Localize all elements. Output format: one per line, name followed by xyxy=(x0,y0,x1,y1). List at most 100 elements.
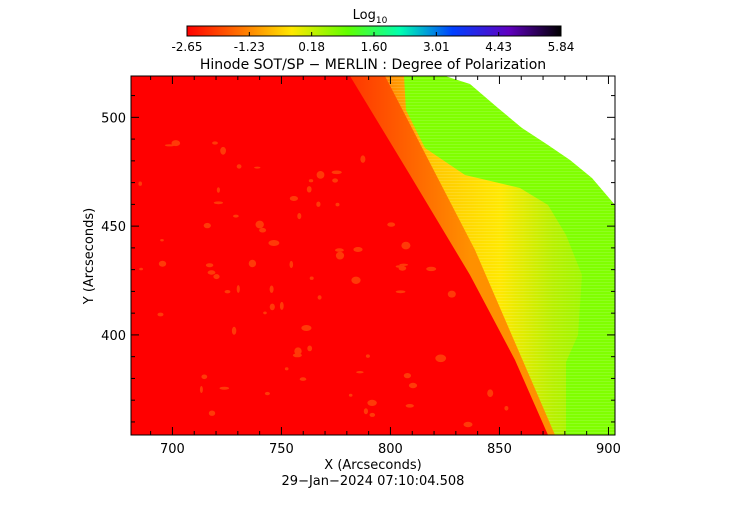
bright-feature xyxy=(299,377,307,381)
bright-feature xyxy=(360,155,366,163)
bright-feature xyxy=(399,263,409,266)
bright-feature xyxy=(205,263,214,268)
x-axis-ticks: 700 750 800 850 900 xyxy=(150,76,621,457)
bright-feature xyxy=(289,196,298,201)
colorbar-tick-label: 3.01 xyxy=(423,40,450,54)
bright-feature xyxy=(395,290,406,294)
bright-feature xyxy=(264,391,270,396)
x-tick-label: 800 xyxy=(378,442,403,457)
colorbar-tick-label: 4.43 xyxy=(485,40,512,54)
bright-feature xyxy=(297,213,302,220)
colorbar-ticks: -2.65 -1.23 0.18 1.60 3.01 4.43 5.84 xyxy=(171,32,574,54)
disk-bright-features xyxy=(138,140,509,428)
bright-feature xyxy=(401,241,411,250)
bright-feature xyxy=(363,408,368,415)
x-tick-label: 750 xyxy=(269,442,294,457)
bright-feature xyxy=(268,240,280,246)
bright-feature xyxy=(306,186,312,193)
bright-feature xyxy=(263,311,267,315)
bright-feature xyxy=(301,325,312,331)
bright-feature xyxy=(236,285,240,293)
bright-feature xyxy=(387,222,396,227)
bright-feature xyxy=(335,202,340,207)
bright-feature xyxy=(207,270,216,275)
bright-feature xyxy=(332,178,338,183)
bright-feature xyxy=(335,251,345,260)
bright-feature xyxy=(160,239,164,242)
bright-feature xyxy=(201,374,208,380)
bright-feature xyxy=(351,276,361,284)
colorbar-label: Log10 xyxy=(353,8,388,26)
bright-feature xyxy=(309,276,314,280)
bright-feature xyxy=(203,222,211,229)
bright-feature xyxy=(316,171,325,179)
bright-feature xyxy=(219,386,230,390)
y-tick-label: 400 xyxy=(101,329,126,344)
colorbar: Log10 -2.65 -1.23 0.18 1.60 3.01 4.43 5.84 xyxy=(171,8,574,54)
bright-feature xyxy=(348,393,353,397)
bright-feature xyxy=(231,326,237,335)
bright-feature xyxy=(158,260,167,267)
bright-feature xyxy=(367,399,377,406)
bright-feature xyxy=(395,265,403,268)
colorbar-tick-label: 1.60 xyxy=(361,40,388,54)
bright-feature xyxy=(139,267,144,271)
bright-feature xyxy=(426,266,437,272)
bright-feature xyxy=(447,290,456,298)
x-tick-label: 700 xyxy=(160,442,185,457)
timestamp: 29−Jan−2024 07:10:04.508 xyxy=(282,474,465,489)
bright-feature xyxy=(208,410,216,416)
heatmap-image xyxy=(131,76,615,435)
bright-feature xyxy=(269,303,275,311)
plot-frame xyxy=(130,75,616,436)
colorbar-tick-label: -1.23 xyxy=(234,40,265,54)
bright-feature xyxy=(356,371,364,374)
bright-feature xyxy=(335,248,344,252)
x-tick-label: 900 xyxy=(596,442,621,457)
bright-feature xyxy=(316,201,321,207)
bright-feature xyxy=(289,260,294,269)
y-tick-label: 450 xyxy=(101,220,126,235)
bright-feature xyxy=(504,406,509,411)
bright-feature xyxy=(405,404,414,408)
bright-feature xyxy=(212,141,218,145)
y-axis-label: Y (Arcseconds) xyxy=(82,208,97,305)
y-axis-ticks: 400 450 500 xyxy=(101,95,615,423)
bright-feature xyxy=(307,345,313,352)
bright-feature xyxy=(487,389,494,398)
bright-feature xyxy=(157,312,164,317)
bright-feature xyxy=(171,140,181,147)
bright-feature xyxy=(365,354,370,358)
bright-feature xyxy=(216,187,220,193)
bright-feature xyxy=(138,181,142,186)
bright-feature xyxy=(408,382,418,389)
bright-feature xyxy=(317,295,322,300)
bright-feature xyxy=(403,373,411,379)
bright-feature xyxy=(236,164,242,169)
y-tick-label: 500 xyxy=(101,111,126,126)
bright-feature xyxy=(308,179,314,183)
bright-feature xyxy=(463,421,473,428)
bright-feature xyxy=(254,166,261,169)
colorbar-tick-label: -2.65 xyxy=(171,40,202,54)
bright-feature xyxy=(259,227,267,233)
bright-feature xyxy=(435,354,447,363)
bright-feature xyxy=(224,290,231,294)
bright-feature xyxy=(369,412,376,417)
chart-title: Hinode SOT/SP − MERLIN : Degree of Polar… xyxy=(200,57,546,73)
bright-feature xyxy=(199,386,203,393)
bright-feature xyxy=(220,146,227,155)
bright-feature xyxy=(294,347,302,355)
bright-feature xyxy=(279,301,284,310)
x-axis-label: X (Arcseconds) xyxy=(324,458,421,473)
bright-feature xyxy=(269,285,274,293)
bright-feature xyxy=(164,144,175,147)
x-tick-label: 850 xyxy=(487,442,512,457)
bright-feature xyxy=(248,259,257,268)
colorbar-tick-label: 5.84 xyxy=(548,40,575,54)
bright-feature xyxy=(213,274,220,280)
bright-feature xyxy=(284,367,289,371)
bright-feature xyxy=(213,201,224,205)
bright-feature xyxy=(233,214,239,218)
